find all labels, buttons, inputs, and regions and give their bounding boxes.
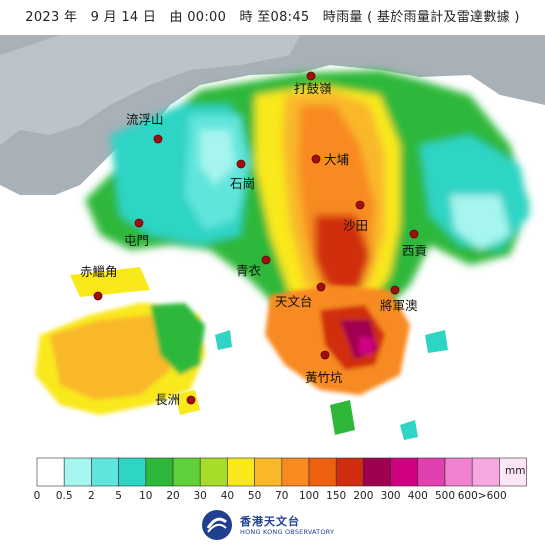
station-label-cheung-chau: 長洲 [155,392,180,407]
station-marker-wong-chuk-hang[interactable]: 黃竹坑 [305,350,343,385]
station-label-lau-fau-shan: 流浮山 [126,112,164,127]
legend-swatch [308,457,337,487]
legend-swatch [471,457,500,487]
station-label-tsing-yi: 青衣 [236,263,262,278]
legend-swatch [444,457,473,487]
legend-tick-label: 70 [275,490,288,502]
station-label-sai-kung: 西貢 [402,243,427,258]
legend-tick-label: 200 [353,490,373,502]
station-label-shek-kong: 石崗 [230,176,255,191]
station-marker-observatory[interactable]: 天文台 [275,282,326,309]
rain-zone-paleblue [200,130,235,185]
legend-swatch [227,457,255,487]
legend-swatch [199,457,228,487]
station-marker-sai-kung[interactable]: 西貢 [402,229,427,258]
station-marker-sha-tin[interactable]: 沙田 [343,200,368,233]
rain-islet-1 [400,420,418,440]
rain-zone-red [315,215,370,293]
map-title: 2023 年 9 月 14 日 由 00:00 時 至08:45 時雨量 ( 基… [25,10,520,25]
legend-tick-label: 10 [139,490,152,502]
legend-swatch [417,457,446,487]
rain-lantau-orange [50,315,175,400]
legend-tick-label: 2 [88,490,95,502]
legend-swatch [91,457,119,487]
station-label-tuen-mun: 屯門 [124,233,149,248]
station-marker-tuen-mun[interactable]: 屯門 [124,218,149,248]
legend-tick-label: 30 [194,490,207,502]
legend-swatches [36,457,527,487]
observatory-name-en: HONG KONG OBSERVATORY [240,528,335,536]
station-label-observatory: 天文台 [275,294,313,309]
legend-tick-label: 600>600 [458,490,507,502]
rain-islet-3 [215,330,232,350]
observatory-logo: 香港天文台 HONG KONG OBSERVATORY [200,508,360,544]
legend-swatch [254,457,283,487]
legend-swatch [363,457,391,487]
legend-swatch [335,457,364,487]
legend-tick-label: 5 [115,490,122,502]
rain-hk-island-peak2 [358,335,375,355]
station-marker-lau-fau-shan[interactable]: 流浮山 [126,112,164,144]
observatory-emblem-icon [202,510,232,540]
legend-swatch [390,457,419,487]
rainfall-legend: 0 0.5 2 5 10 20 30 40 50 70 100 150 200 300 400 500 600>… [34,457,527,502]
station-marker-tsing-yi[interactable]: 青衣 [236,255,271,278]
legend-tick-label: 40 [221,490,234,502]
legend-labels: 0 0.5 2 5 10 20 30 40 50 70 100 150 200 300 400 500 600>… [34,490,507,502]
station-marker-tai-po[interactable]: 大埔 [311,152,350,167]
legend-tick-label: 150 [326,490,346,502]
station-marker-cheung-chau[interactable]: 長洲 [155,392,196,407]
station-label-tseung-kwan-o: 將軍澳 [380,298,418,313]
station-label-tai-po: 大埔 [324,152,350,167]
rain-airport-island [70,267,150,297]
rain-islet-2 [425,330,448,353]
legend-swatch [499,457,527,487]
legend-swatch [172,457,201,487]
legend-tick-label: 100 [299,490,319,502]
legend-tick-label: 400 [408,490,428,502]
legend-unit: mm [505,465,525,477]
legend-tick-label: 0 [34,490,41,502]
station-marker-chek-lap-kok[interactable]: 赤鱲角 [80,264,118,301]
legend-tick-label: 0.5 [56,490,73,502]
legend-tick-label: 300 [381,490,401,502]
station-label-ta-kwu-ling: 打鼓嶺 [294,81,332,96]
station-label-chek-lap-kok: 赤鱲角 [80,264,118,279]
legend-tick-label: 500 [435,490,455,502]
station-marker-shek-kong[interactable]: 石崗 [230,159,255,191]
legend-swatch [281,457,310,487]
legend-swatch [145,457,174,487]
legend-swatch [36,457,65,487]
mainland-shading [0,35,300,145]
station-label-wong-chuk-hang: 黃竹坑 [305,370,343,385]
legend-tick-label: 50 [248,490,261,502]
rain-lantau-green-east [150,303,205,375]
observatory-name-cn: 香港天文台 [240,515,300,528]
station-label-sha-tin: 沙田 [343,218,368,233]
rainfall-map: 打鼓嶺 流浮山 大埔 石崗 沙田 屯門 西貢 赤鱲角 青衣 天文台 將軍澳 [0,35,545,445]
rain-zone-paleblue-east [450,195,510,250]
legend-tick-label: 20 [166,490,179,502]
legend-swatch [63,457,92,487]
rain-lamma-island [330,400,355,435]
legend-swatch [118,457,147,487]
station-marker-tseung-kwan-o[interactable]: 將軍澳 [380,285,418,313]
station-marker-ta-kwu-ling[interactable]: 打鼓嶺 [294,71,332,96]
